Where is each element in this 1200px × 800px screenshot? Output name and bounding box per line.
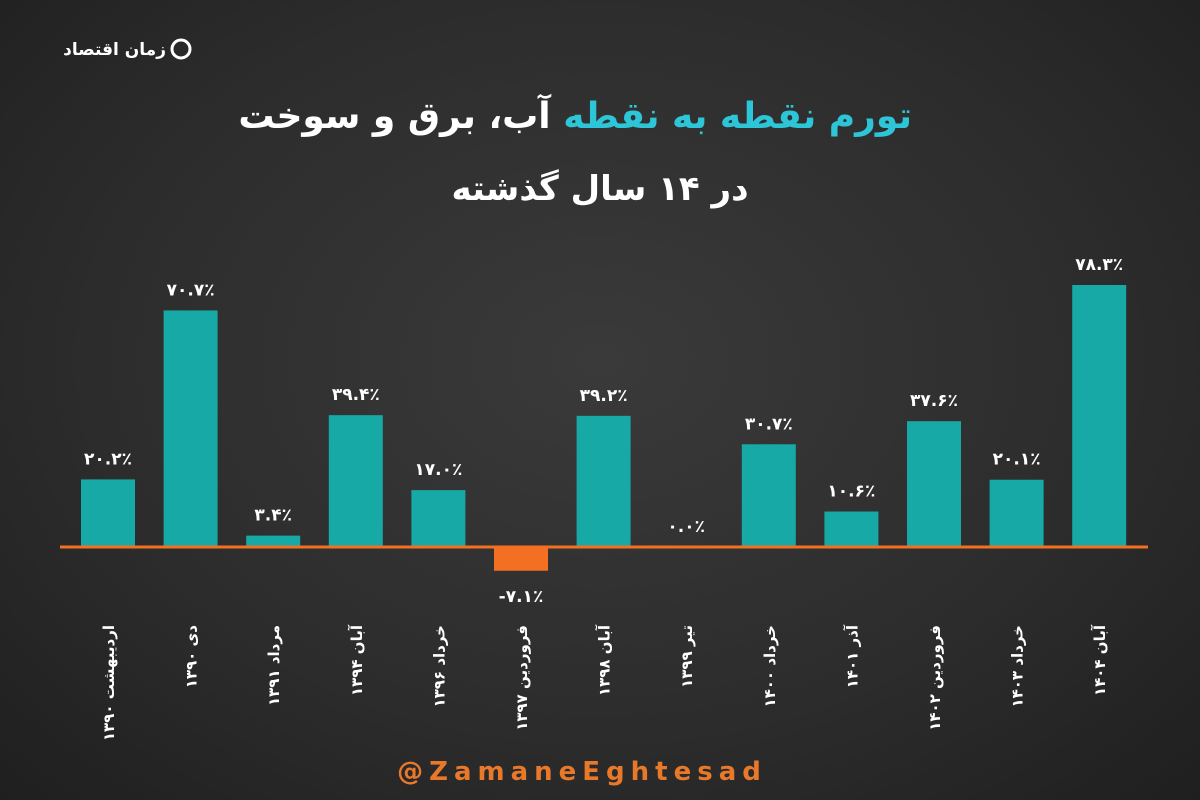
x-tick-label: تیر ۱۳۹۹ <box>678 625 696 688</box>
bar <box>494 547 548 571</box>
x-tick-label: آبان ۱۴۰۴ <box>1091 624 1109 696</box>
bar <box>1072 285 1127 547</box>
bar <box>411 490 466 547</box>
value-label: ۷۰.۷٪ <box>167 280 215 300</box>
value-label: ۰.۰٪ <box>667 517 705 537</box>
chart-subtitle: در ۱۴ سال گذشته <box>451 169 748 209</box>
x-tick-label: فروردین ۱۳۹۷ <box>513 625 531 731</box>
footer-handle: @ZamaneEghtesad <box>397 757 767 787</box>
bar <box>824 511 879 547</box>
bar <box>246 535 301 547</box>
bar <box>163 310 218 547</box>
value-label: ۷۸.۳٪ <box>1075 255 1123 275</box>
bar <box>989 479 1044 547</box>
x-tick-label: آبان ۱۳۹۴ <box>348 624 366 696</box>
x-tick-label: فروردین ۱۴۰۲ <box>926 625 944 731</box>
x-tick-label: دی ۱۳۹۰ <box>183 625 201 689</box>
value-label: ۲۰.۱٪ <box>993 450 1041 470</box>
bar <box>576 415 631 547</box>
chart-title: تورم نقطه به نقطه آب، برق و سوخت <box>238 93 912 137</box>
x-tick-label: خرداد ۱۴۰۳ <box>1009 625 1027 708</box>
x-tick-label: خرداد ۱۴۰۰ <box>761 625 779 708</box>
bar <box>907 421 961 547</box>
brand-logo: زمان اقتصاد <box>63 38 192 60</box>
x-tick-label: اردیبهشت ۱۳۹۰ <box>100 625 118 741</box>
x-tick-label: خرداد ۱۳۹۶ <box>430 625 448 708</box>
value-label: ۳۷.۶٪ <box>910 391 958 411</box>
x-tick-label: مرداد ۱۳۹۱ <box>265 625 283 706</box>
logo-icon <box>170 38 192 60</box>
bar <box>741 444 796 547</box>
value-label: ۳۹.۲٪ <box>580 386 628 406</box>
x-tick-label: آذر ۱۴۰۱ <box>843 624 861 688</box>
title-rest: آب، برق و سوخت <box>238 93 552 137</box>
x-tick-label: آبان ۱۳۹۸ <box>596 624 614 696</box>
value-label: ۳۹.۴٪ <box>332 385 380 405</box>
title-highlight: تورم نقطه به نقطه <box>563 96 912 137</box>
value-label: ۲۰.۲٪ <box>84 449 132 469</box>
value-label: ۳.۴٪ <box>254 506 292 526</box>
bar <box>81 479 135 547</box>
bar <box>328 415 383 547</box>
value-label: ۱۰.۶٪ <box>827 482 875 502</box>
value-label: ۱۷.۰٪ <box>414 460 462 480</box>
brand-name: زمان اقتصاد <box>63 40 166 60</box>
value-label: ۳۰.۷٪ <box>745 414 793 434</box>
value-label: -۷.۱٪ <box>499 587 544 607</box>
